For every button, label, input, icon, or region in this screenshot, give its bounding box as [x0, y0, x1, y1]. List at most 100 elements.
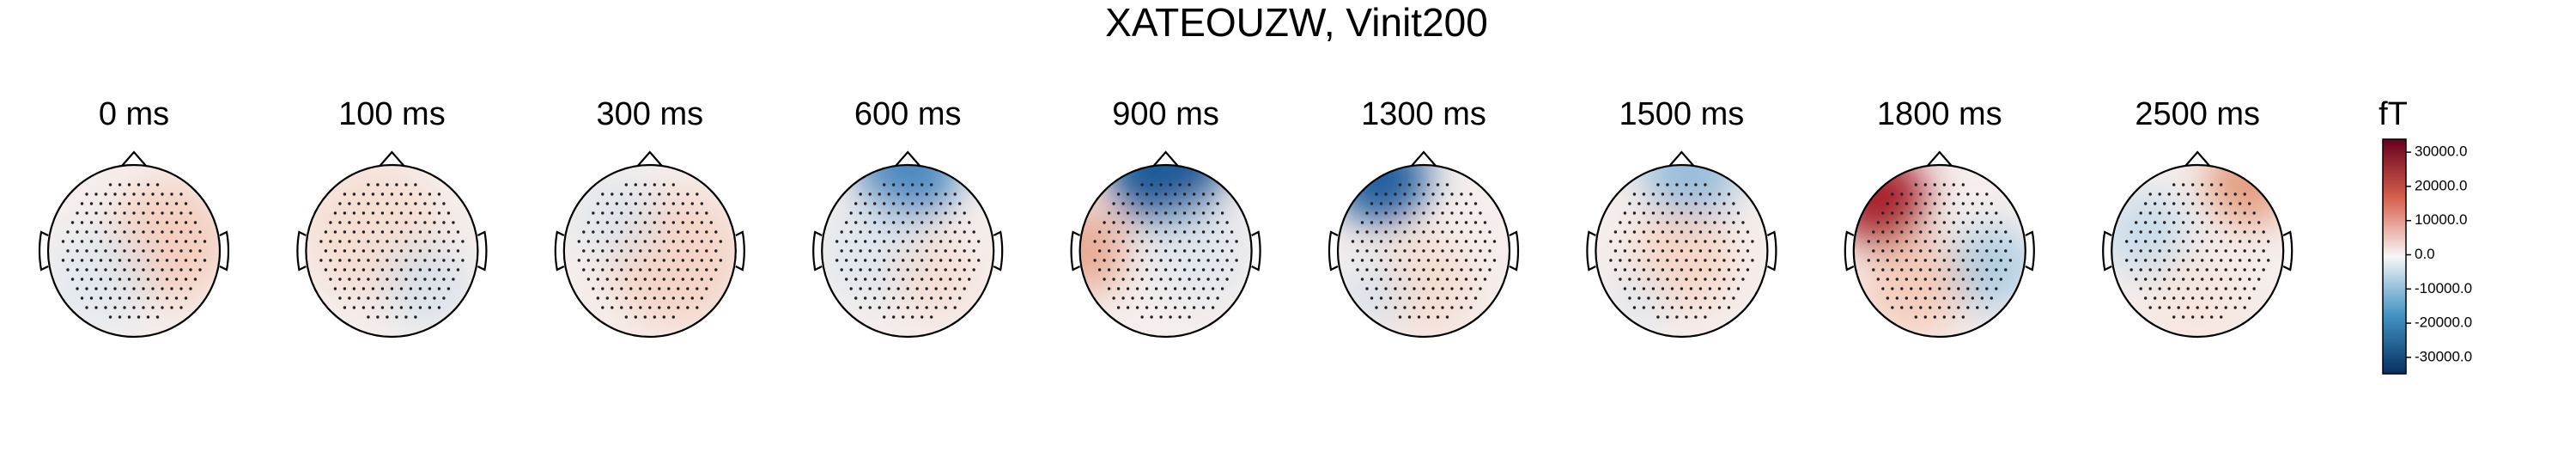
sensor [1436, 315, 1440, 319]
sensor [1895, 296, 1899, 300]
sensor [911, 183, 914, 186]
sensor [577, 240, 580, 243]
sensor [624, 259, 628, 262]
sensor [1450, 230, 1454, 234]
sensor [1971, 296, 1974, 300]
sensor [1145, 211, 1149, 215]
sensor [958, 202, 962, 205]
sensor [1642, 268, 1646, 272]
sensor [1159, 202, 1163, 205]
sensor [1159, 259, 1163, 262]
field-blobs [1604, 165, 1738, 337]
sensor [1661, 249, 1665, 253]
sensor [174, 221, 179, 224]
sensor [447, 230, 451, 234]
sensor [2210, 202, 2214, 205]
sensor [1905, 240, 1908, 243]
sensor [2163, 296, 2166, 300]
sensor [343, 249, 347, 253]
sensor [1656, 315, 1660, 319]
sensor [2205, 211, 2208, 215]
sensor [1942, 183, 1946, 186]
ear-left [812, 230, 823, 272]
sensor [1150, 202, 1153, 205]
sensor [1985, 306, 1989, 309]
sensor [1976, 306, 1979, 309]
sensor [2239, 296, 2242, 300]
sensor [934, 287, 938, 290]
sensor [189, 211, 192, 215]
sensor [1651, 192, 1656, 196]
sensor [911, 315, 914, 319]
sensor [925, 306, 928, 309]
sensor [319, 259, 323, 262]
sensor [428, 211, 432, 215]
sensor [601, 192, 605, 196]
sensor [1670, 287, 1674, 290]
sensor [854, 221, 858, 224]
sensor [1216, 296, 1219, 300]
sensor [1426, 183, 1431, 186]
sensor [596, 259, 599, 262]
sensor [1990, 259, 1993, 262]
sensor [2233, 230, 2237, 234]
sensor [719, 240, 722, 243]
sensor [1609, 259, 1613, 262]
sensor [615, 278, 618, 281]
sensor [624, 221, 628, 224]
sensor [930, 296, 933, 300]
sensor [132, 230, 136, 234]
sensor [1351, 259, 1355, 262]
sensor [1666, 315, 1669, 319]
colorbar-tick-label: -20000.0 [2415, 314, 2472, 331]
head-outline [1595, 163, 1769, 339]
sensor [1995, 230, 1998, 234]
sensor [1670, 268, 1674, 272]
sensor [1651, 230, 1656, 234]
sensor [85, 268, 88, 272]
sensor [1685, 240, 1688, 243]
sensor [681, 259, 684, 262]
sensor [1995, 268, 1998, 272]
sensor [1154, 268, 1158, 272]
sensor [1407, 259, 1412, 262]
sensor [1450, 268, 1454, 272]
sensor [696, 287, 699, 290]
sensor [1182, 230, 1187, 234]
sensor [677, 306, 680, 309]
sensor [76, 268, 79, 272]
sensor [1713, 221, 1716, 224]
sensor [582, 249, 586, 253]
sensor [2139, 211, 2142, 215]
sensor [2210, 296, 2214, 300]
sensor [2172, 221, 2176, 224]
sensor [338, 221, 342, 224]
sensor [864, 240, 867, 243]
sensor [925, 249, 928, 253]
sensor [1980, 202, 1984, 205]
sensor [1708, 268, 1712, 272]
sensor [70, 259, 75, 262]
sensor [2196, 249, 2199, 253]
sensor [1473, 278, 1478, 281]
sensor [2163, 202, 2166, 205]
sensor [629, 211, 633, 215]
sensor [2196, 287, 2199, 290]
sensor [1197, 278, 1200, 281]
sensor [1197, 240, 1200, 243]
sensor [386, 278, 389, 281]
sensor [376, 240, 380, 243]
sensor [2148, 268, 2152, 272]
sensor [934, 306, 938, 309]
sensor [395, 240, 398, 243]
sensor [1999, 278, 2002, 281]
sensor [1445, 183, 1449, 186]
sensor [361, 230, 366, 234]
sensor [367, 278, 370, 281]
sensor [920, 240, 924, 243]
sensor [2163, 259, 2166, 262]
sensor [151, 268, 155, 272]
sensor [1188, 240, 1191, 243]
sensor [925, 287, 928, 290]
sensor [2205, 192, 2208, 196]
